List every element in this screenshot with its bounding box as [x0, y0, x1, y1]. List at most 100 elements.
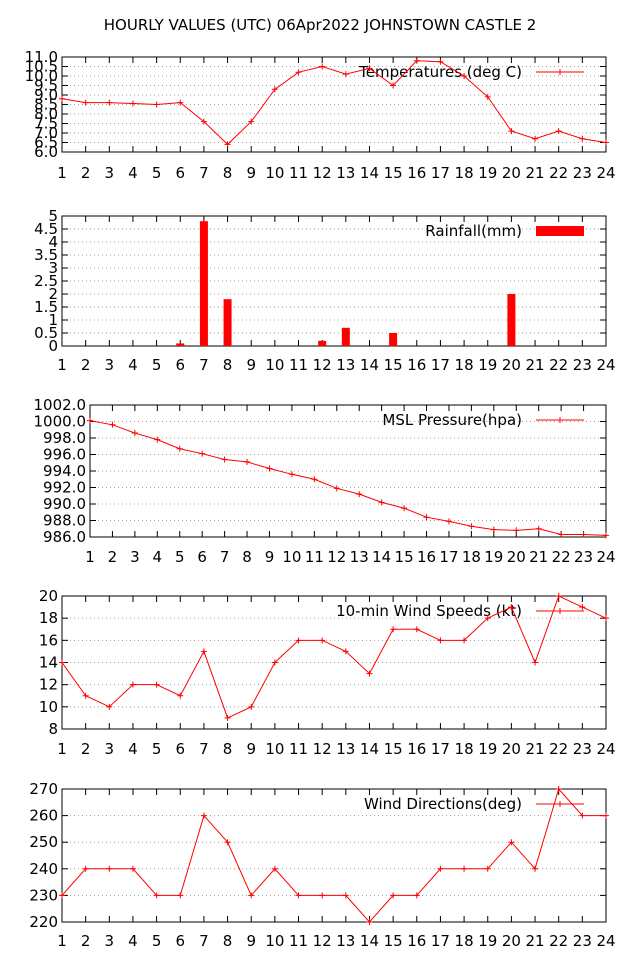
data-point: [390, 892, 397, 899]
data-point: [579, 135, 586, 142]
data-point: [413, 892, 420, 899]
data-point: [59, 95, 65, 102]
data-point: [153, 681, 160, 688]
data-point: [248, 892, 255, 899]
rainfall-bar: [389, 333, 398, 346]
x-tick-label: 17: [439, 548, 458, 566]
data-point: [423, 514, 430, 521]
data-point: [200, 648, 207, 655]
x-tick-label: 20: [502, 932, 521, 950]
x-tick-label: 1: [85, 548, 95, 566]
x-tick-label: 10: [282, 548, 301, 566]
data-point: [484, 93, 491, 100]
x-tick-label: 12: [313, 164, 332, 182]
x-tick-label: 10: [265, 740, 284, 758]
y-tick-label: 220: [29, 913, 58, 931]
x-tick-label: 20: [502, 356, 521, 374]
x-tick-label: 3: [130, 548, 140, 566]
x-tick-label: 8: [223, 164, 233, 182]
data-point: [468, 523, 475, 530]
x-tick-label: 19: [478, 740, 497, 758]
y-tick-label: 9.0: [34, 86, 58, 104]
x-tick-label: 2: [81, 740, 91, 758]
data-point: [82, 865, 89, 872]
x-tick-label: 18: [455, 740, 474, 758]
x-tick-label: 11: [289, 356, 308, 374]
x-tick-label: 17: [431, 164, 450, 182]
data-point: [244, 458, 251, 465]
y-tick-label: 7.0: [34, 124, 58, 142]
y-tick-label: 8.0: [34, 105, 58, 123]
x-tick-label: 11: [289, 932, 308, 950]
data-point: [555, 786, 562, 792]
y-tick-label: 10.0: [25, 67, 58, 85]
data-point: [508, 604, 515, 611]
data-point: [555, 128, 562, 135]
x-tick-label: 9: [246, 164, 256, 182]
data-point: [82, 692, 89, 699]
x-tick-label: 9: [246, 740, 256, 758]
x-tick-label: 23: [573, 740, 592, 758]
x-tick-label: 3: [105, 356, 115, 374]
data-point: [87, 417, 93, 424]
y-tick-label: 1: [48, 311, 58, 329]
x-tick-label: 18: [455, 932, 474, 950]
data-point: [437, 865, 444, 872]
y-tick-label: 1002.0: [34, 396, 87, 414]
data-point: [603, 532, 609, 539]
legend-marker: [557, 69, 563, 75]
x-tick-label: 20: [507, 548, 526, 566]
y-tick-label: 990.0: [43, 495, 86, 513]
series-line: [61, 595, 607, 719]
x-tick-label: 17: [431, 740, 450, 758]
y-tick-label: 8.5: [34, 96, 58, 114]
y-tick-label: 5: [48, 207, 58, 225]
data-point: [603, 812, 609, 819]
x-tick-label: 2: [108, 548, 118, 566]
x-tick-label: 18: [455, 356, 474, 374]
x-tick-label: 16: [407, 164, 426, 182]
data-point: [106, 865, 113, 872]
y-tick-label: 6.5: [34, 134, 58, 152]
x-tick-label: 16: [417, 548, 436, 566]
y-tick-label: 6.0: [34, 143, 58, 161]
x-tick-label: 1: [57, 356, 67, 374]
y-tick-label: 11.0: [25, 48, 58, 66]
x-tick-label: 23: [573, 356, 592, 374]
data-point: [356, 491, 363, 498]
data-point: [532, 865, 539, 872]
y-tick-label: 4.5: [34, 220, 58, 238]
plot-frame: [61, 215, 607, 347]
x-tick-label: 14: [360, 740, 379, 758]
data-point: [390, 82, 397, 89]
y-tick-label: 260: [29, 807, 58, 825]
y-tick-label: 20: [39, 587, 58, 605]
y-tick-label: 994.0: [43, 462, 86, 480]
x-tick-label: 9: [246, 932, 256, 950]
data-point: [342, 892, 349, 899]
x-tick-label: 13: [336, 740, 355, 758]
rainfall-bar: [507, 294, 516, 346]
y-tick-label: 12: [39, 676, 58, 694]
data-point: [437, 637, 444, 644]
x-tick-label: 15: [384, 932, 403, 950]
data-point: [224, 714, 231, 721]
data-point: [580, 531, 587, 538]
x-tick-label: 5: [152, 164, 162, 182]
x-tick-label: 12: [313, 740, 332, 758]
legend-label: Temperatures (deg C): [358, 63, 522, 81]
data-point: [129, 100, 136, 107]
data-point: [129, 681, 136, 688]
data-point: [59, 892, 65, 899]
x-tick-label: 19: [484, 548, 503, 566]
y-tick-label: 986.0: [43, 528, 86, 546]
data-point: [333, 485, 340, 492]
chart-1: 6.06.57.07.58.08.59.09.510.010.511.01 2 3 4…: [25, 48, 616, 182]
legend-marker: [557, 417, 563, 423]
x-tick-label: 21: [525, 932, 544, 950]
y-tick-label: 998.0: [43, 429, 86, 447]
data-point: [271, 659, 278, 666]
data-point: [199, 450, 206, 457]
data-point: [82, 99, 89, 106]
rainfall-bar: [223, 299, 232, 346]
